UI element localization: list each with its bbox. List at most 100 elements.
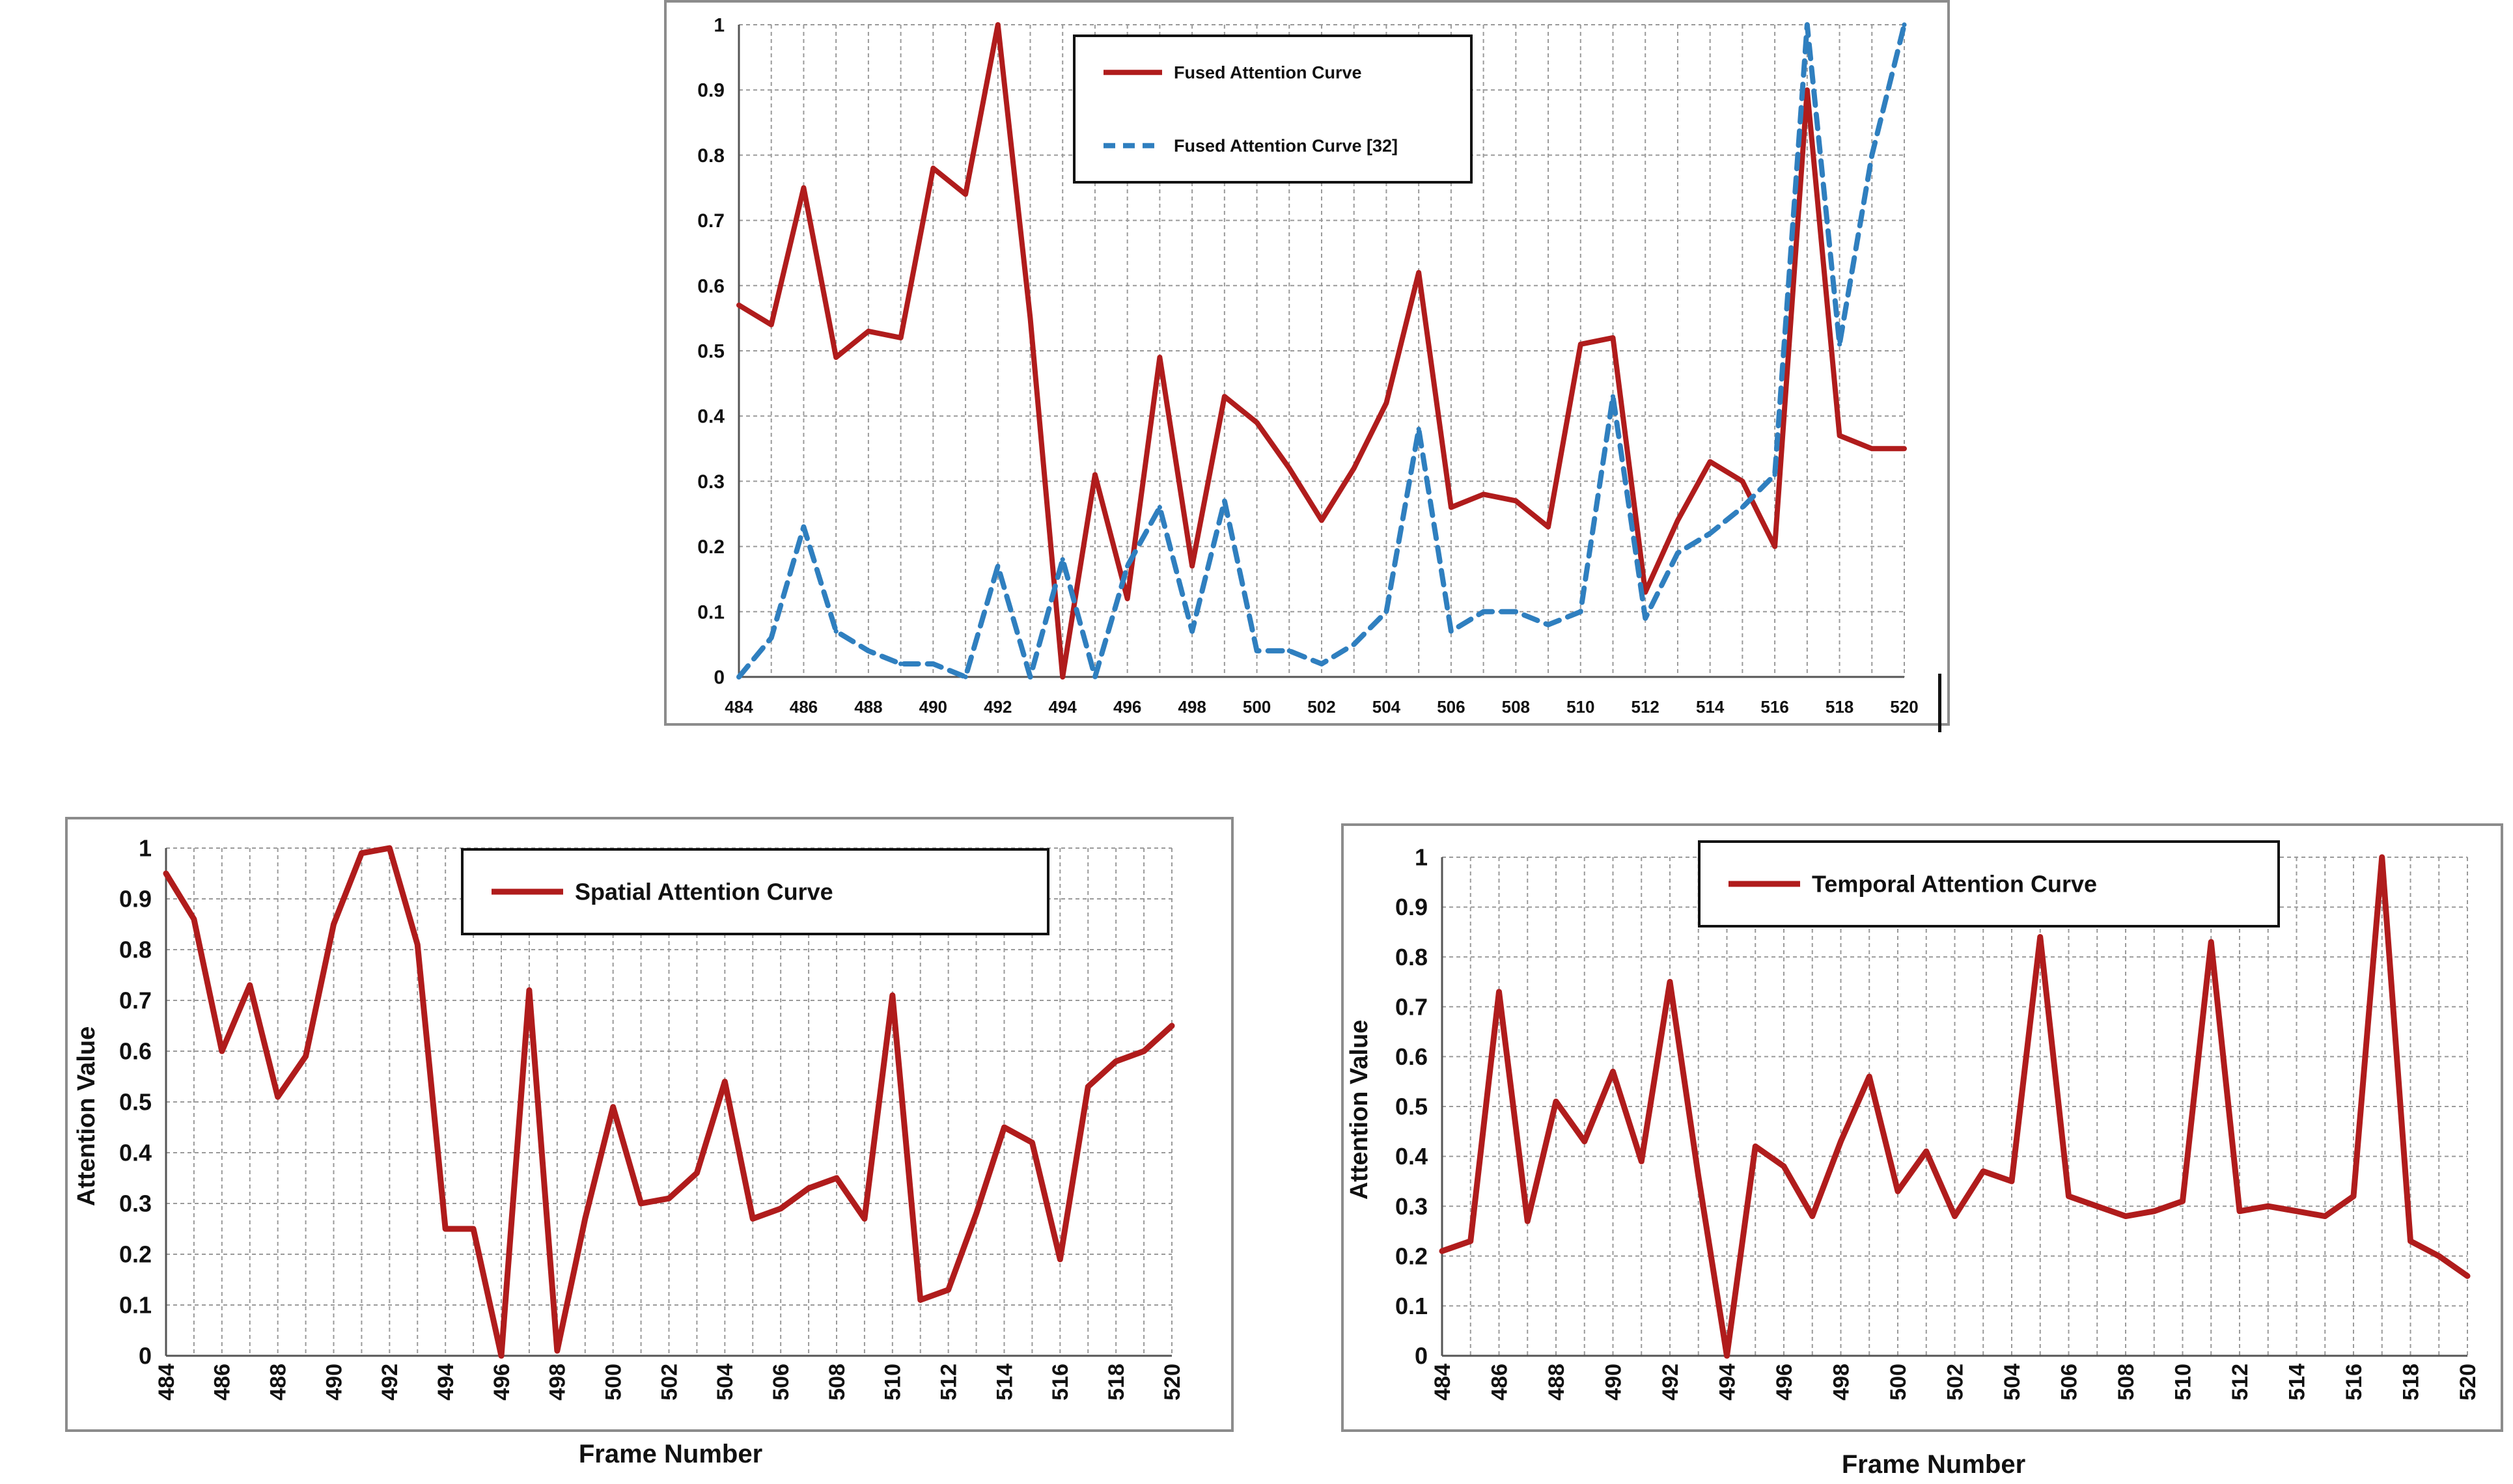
legend-label: Fused Attention Curve (1174, 63, 1362, 83)
data-point (2464, 1273, 2471, 1279)
data-point (1416, 270, 1421, 275)
data-point (1805, 22, 1810, 27)
legend-box (1073, 34, 1473, 184)
data-point (303, 1053, 309, 1059)
x-tick-label: 496 (1772, 1364, 1797, 1401)
x-tick-label: 492 (1658, 1364, 1683, 1401)
data-point (1578, 342, 1583, 347)
data-point (387, 845, 393, 851)
data-point (610, 1104, 616, 1110)
y-tick-label: 0.6 (119, 1038, 152, 1065)
data-point (2322, 1213, 2328, 1219)
data-point (736, 303, 742, 308)
data-point (331, 921, 337, 928)
y-tick-label: 0.7 (119, 987, 152, 1014)
x-tick-label: 514 (1696, 697, 1725, 717)
y-tick-label: 0.2 (1395, 1243, 1428, 1269)
y-tick-label: 0.1 (697, 601, 725, 623)
data-point (1837, 342, 1842, 347)
x-tick-label: 484 (725, 697, 753, 717)
x-tick-label: 514 (992, 1364, 1017, 1401)
data-point (722, 1079, 728, 1084)
x-tick-label: 504 (713, 1364, 738, 1401)
x-tick-label: 504 (2000, 1364, 2025, 1401)
x-tick-label: 502 (1307, 697, 1335, 717)
data-point (930, 661, 936, 666)
data-point (1695, 1174, 1701, 1179)
x-axis-title: Frame Number (579, 1440, 762, 1468)
data-point (1772, 472, 1777, 477)
x-tick-label: 490 (322, 1364, 346, 1401)
spatial-svg: 0 0.1 0.2 0.3 0.4 0.5 0.6 0.7 0.8 0.9 1 484 486 488 49… (65, 817, 1234, 1468)
data-point (898, 335, 904, 340)
x-tick-label: 492 (378, 1364, 402, 1401)
x-tick-label: 510 (2171, 1364, 2195, 1401)
data-point (415, 942, 421, 948)
data-point (2066, 1193, 2072, 1199)
data-point (1869, 152, 1874, 158)
y-axis-title: Attention Value (73, 1026, 100, 1207)
data-point (1029, 1140, 1035, 1146)
data-point (1675, 517, 1680, 523)
x-tick-label: 500 (1886, 1364, 1911, 1401)
data-point (1060, 674, 1065, 680)
data-point (995, 22, 1001, 27)
x-tick-label: 506 (1437, 697, 1465, 717)
y-tick-label: 0 (714, 667, 725, 689)
data-point (866, 648, 871, 653)
data-point (1416, 426, 1421, 432)
data-point (898, 661, 904, 666)
data-point (833, 1175, 840, 1181)
temporal-svg: 0 0.1 0.2 0.3 0.4 0.5 0.6 0.7 0.8 0.9 1 484 486 488 49… (1341, 823, 2503, 1479)
data-point (1027, 674, 1033, 680)
y-tick-label: 0.9 (119, 886, 152, 913)
y-tick-label: 0.8 (697, 145, 725, 167)
legend-label: Temporal Attention Curve (1812, 871, 2097, 898)
data-point (1383, 400, 1389, 405)
data-point (1952, 1213, 1958, 1219)
data-point (1141, 1048, 1147, 1054)
data-point (2294, 1208, 2299, 1214)
data-point (2350, 1193, 2357, 1199)
y-tick-label: 0.8 (119, 937, 152, 963)
data-point (2208, 939, 2214, 945)
x-tick-label: 502 (1943, 1364, 1967, 1401)
x-tick-label: 486 (1487, 1364, 1512, 1401)
data-point (1708, 459, 1713, 464)
x-tick-label: 510 (881, 1364, 906, 1401)
y-tick-label: 0.1 (119, 1292, 152, 1319)
data-point (963, 191, 968, 197)
data-point (1753, 1144, 1758, 1149)
data-point (917, 1297, 923, 1303)
y-tick-label: 0.8 (1395, 944, 1428, 970)
y-axis-title: Attention Value (1346, 1020, 1373, 1200)
x-tick-label: 520 (1890, 697, 1918, 717)
x-tick-label: 500 (1243, 697, 1271, 717)
x-tick-label: 518 (1104, 1364, 1129, 1401)
data-point (1902, 446, 1907, 451)
data-point (750, 1216, 756, 1222)
data-point (1060, 557, 1065, 562)
data-point (191, 916, 197, 922)
data-point (995, 564, 1001, 569)
x-tick-label: 490 (1601, 1364, 1626, 1401)
data-point (163, 870, 169, 877)
data-point (1667, 979, 1673, 985)
data-point (1319, 661, 1324, 666)
y-tick-label: 0.4 (119, 1140, 152, 1166)
x-tick-label: 512 (2228, 1364, 2253, 1401)
data-point (736, 674, 742, 680)
x-tick-label: 486 (790, 697, 818, 717)
legend-label: Spatial Attention Curve (575, 879, 833, 905)
y-tick-label: 1 (714, 15, 725, 36)
data-point (2037, 934, 2043, 940)
data-point (1286, 465, 1292, 471)
data-point (861, 1216, 867, 1222)
y-tick-label: 0.1 (1395, 1293, 1428, 1319)
data-point (1923, 1148, 1929, 1154)
data-point (801, 524, 807, 530)
data-point (778, 1205, 784, 1211)
data-point (1838, 1138, 1844, 1144)
data-point (2379, 854, 2385, 860)
x-tick-label: 506 (769, 1364, 794, 1401)
